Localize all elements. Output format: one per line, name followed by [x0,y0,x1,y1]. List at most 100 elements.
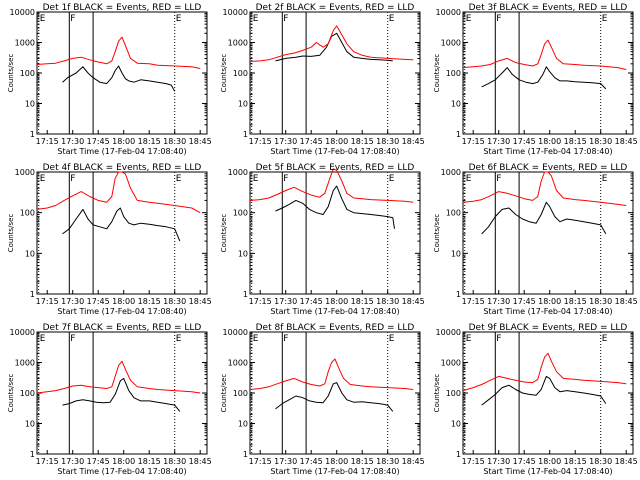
x-tick-label: 18:45 [402,457,425,466]
x-tick-label: 18:15 [138,137,161,146]
x-axis-label: Start Time (17-Feb-04 17:08:40) [270,147,399,156]
time-marker-label: E [389,174,395,184]
y-tick-label: 100 [20,69,35,78]
time-marker-label: F [496,334,501,344]
plot-title: Det 3f BLACK = Events, RED = LLD [469,3,628,13]
time-marker-label: E [253,334,259,344]
y-tick-label: 1000 [441,39,461,48]
time-marker-label: E [602,174,608,184]
y-tick-label: 10 [238,249,248,258]
y-axis-label: Counts/sec [433,374,441,413]
y-axis-label: Counts/sec [7,54,15,93]
y-tick-label: 1 [456,450,461,459]
time-marker-label: F [283,14,288,24]
time-marker-label: E [602,14,608,24]
y-tick-label: 10 [451,100,461,109]
x-tick-label: 17:45 [513,297,536,306]
x-tick-label: 17:15 [249,297,272,306]
x-tick-label: 18:00 [325,297,348,306]
x-tick-label: 18:15 [351,137,374,146]
y-tick-label: 100 [20,209,35,218]
plot-title: Det 8f BLACK = Events, RED = LLD [256,323,415,333]
time-marker-label: F [283,174,288,184]
x-tick-label: 18:30 [376,457,399,466]
x-tick-label: 18:45 [402,137,425,146]
x-tick-label: 17:45 [87,297,110,306]
time-marker-label: F [70,14,75,24]
y-tick-label: 1000 [15,168,35,177]
lld-series-line [462,39,627,70]
lld-series-line [36,36,201,69]
x-axis-label: Start Time (17-Feb-04 17:08:40) [57,147,186,156]
x-tick-label: 17:15 [249,137,272,146]
events-series-line [481,375,607,406]
time-marker-label: F [496,174,501,184]
plot-frame [36,171,208,295]
time-marker-label: E [40,174,46,184]
events-series-line [62,377,181,412]
x-tick-label: 17:15 [36,297,59,306]
y-tick-label: 10 [25,249,35,258]
x-axis-label: Start Time (17-Feb-04 17:08:40) [57,307,186,316]
time-marker-label: E [176,14,182,24]
x-tick-label: 17:45 [87,457,110,466]
time-marker-label: E [40,334,46,344]
time-marker-label: E [253,174,259,184]
y-tick-label: 10000 [10,8,35,17]
y-tick-label: 10000 [10,328,35,337]
time-marker-label: E [176,334,182,344]
y-tick-label: 1000 [228,168,248,177]
y-tick-label: 1 [30,130,35,139]
y-tick-label: 1 [456,290,461,299]
time-marker-label: E [466,14,472,24]
x-tick-label: 18:15 [564,137,587,146]
plot-title: Det 4f BLACK = Events, RED = LLD [43,163,202,173]
x-tick-label: 18:30 [163,457,186,466]
x-tick-label: 18:30 [376,137,399,146]
y-tick-label: 1000 [228,39,248,48]
events-series-line [275,382,394,412]
detector-panel-8: E F E 17:15 17:30 17:45 18:00 18:15 18:30 18:45 1 1… [220,323,425,476]
x-axis-label: Start Time (17-Feb-04 17:08:40) [483,467,612,476]
time-marker-label: E [40,14,46,24]
x-tick-label: 18:45 [402,297,425,306]
plot-frame [249,171,421,295]
plot-title: Det 1f BLACK = Events, RED = LLD [43,3,202,13]
x-tick-label: 18:30 [589,297,612,306]
y-tick-label: 1 [243,290,248,299]
y-tick-label: 10000 [223,8,248,17]
y-tick-label: 10 [25,100,35,109]
lld-series-line [36,360,201,394]
x-tick-label: 18:00 [325,457,348,466]
y-tick-label: 1000 [228,359,248,368]
plot-title: Det 2f BLACK = Events, RED = LLD [256,3,415,13]
y-tick-label: 1000 [441,168,461,177]
plot-frame [462,171,634,295]
x-axis-label: Start Time (17-Feb-04 17:08:40) [57,467,186,476]
y-tick-label: 1000 [15,39,35,48]
detector-panel-9: E F E 17:15 17:30 17:45 18:00 18:15 18:30 18:45 1 1… [433,323,638,476]
x-tick-label: 18:45 [189,457,212,466]
x-tick-label: 17:45 [513,457,536,466]
plot-title: Det 9f BLACK = Events, RED = LLD [469,323,628,333]
y-axis-label: Counts/sec [220,54,228,93]
y-tick-label: 10 [238,100,248,109]
plot-title: Det 5f BLACK = Events, RED = LLD [256,163,415,173]
x-tick-label: 18:30 [589,137,612,146]
x-tick-label: 17:15 [36,457,59,466]
x-tick-label: 17:30 [274,297,297,306]
y-tick-label: 100 [233,69,248,78]
plot-frame [249,11,421,135]
y-axis-label: Counts/sec [7,214,15,253]
x-axis-label: Start Time (17-Feb-04 17:08:40) [270,467,399,476]
y-tick-label: 10 [451,420,461,429]
x-axis-label: Start Time (17-Feb-04 17:08:40) [483,307,612,316]
time-marker-label: E [389,334,395,344]
x-tick-label: 18:45 [615,137,638,146]
detector-panel-1: E F E 17:15 17:30 17:45 18:00 18:15 18:30 18:45 1 1… [7,3,212,156]
y-tick-label: 10000 [223,328,248,337]
time-marker-label: E [253,14,259,24]
y-tick-label: 1 [30,450,35,459]
plot-frame [462,331,634,455]
time-marker-label: E [389,14,395,24]
